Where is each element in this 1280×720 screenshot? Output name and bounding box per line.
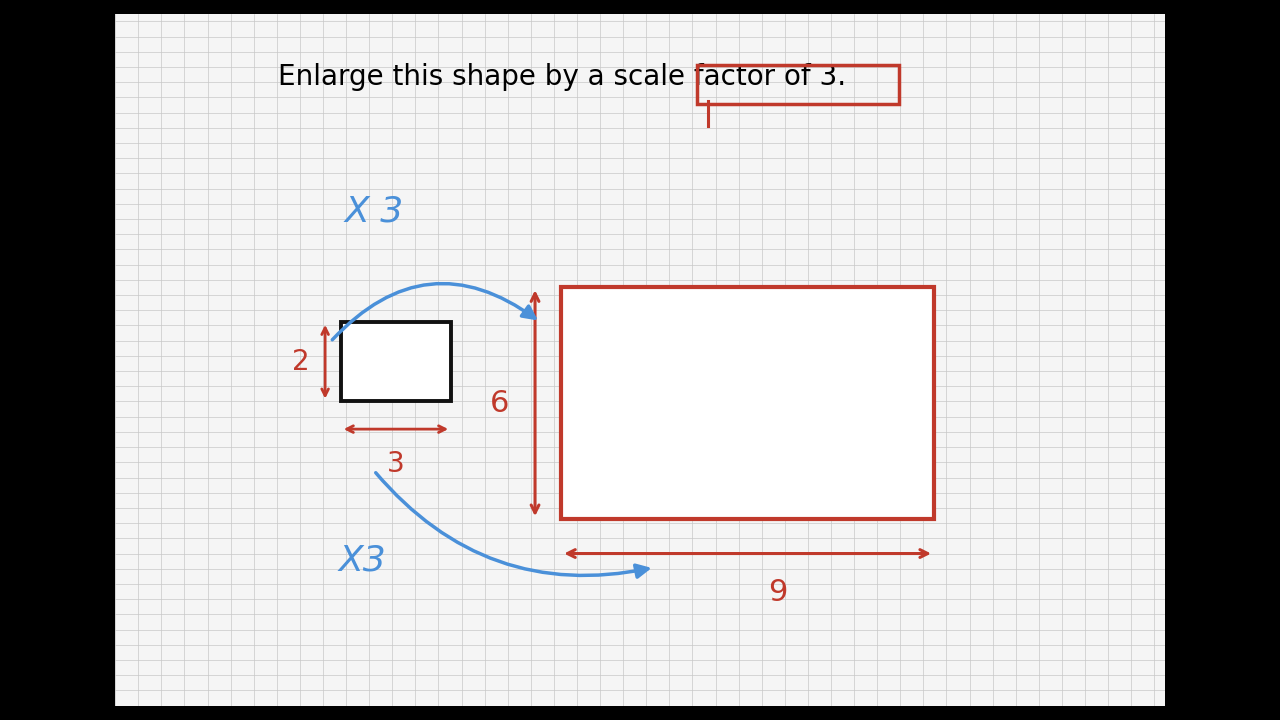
Text: X 3: X 3 [344,194,403,228]
FancyArrowPatch shape [333,284,535,340]
Text: 2: 2 [292,348,310,376]
Text: 3: 3 [387,450,404,478]
Text: 6: 6 [489,389,508,418]
Text: Enlarge this shape by a scale factor of 3.: Enlarge this shape by a scale factor of … [278,63,846,91]
Text: 9: 9 [768,577,787,607]
FancyArrowPatch shape [376,473,648,577]
Bar [561,287,934,519]
Bar [340,322,451,402]
Text: X3: X3 [339,544,387,577]
